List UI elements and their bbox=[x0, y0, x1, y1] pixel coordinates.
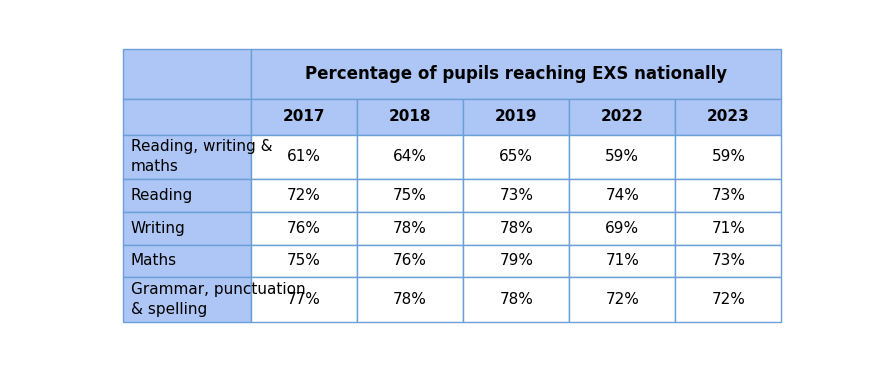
Text: 75%: 75% bbox=[288, 254, 321, 268]
Bar bbox=[357, 212, 463, 244]
Text: 2017: 2017 bbox=[283, 109, 325, 124]
Bar bbox=[251, 179, 357, 212]
Text: 71%: 71% bbox=[605, 254, 639, 268]
Bar bbox=[569, 99, 676, 135]
Bar bbox=[123, 244, 251, 277]
Text: 72%: 72% bbox=[288, 188, 321, 203]
Bar bbox=[251, 212, 357, 244]
Bar bbox=[463, 212, 569, 244]
Bar bbox=[676, 99, 781, 135]
Bar bbox=[676, 135, 781, 179]
Bar bbox=[123, 135, 251, 179]
Bar bbox=[123, 49, 251, 99]
Bar bbox=[569, 212, 676, 244]
Text: 78%: 78% bbox=[393, 292, 427, 307]
Text: 78%: 78% bbox=[499, 221, 534, 236]
Bar bbox=[676, 212, 781, 244]
Bar bbox=[676, 179, 781, 212]
Text: 69%: 69% bbox=[605, 221, 639, 236]
Text: 76%: 76% bbox=[288, 221, 321, 236]
Bar bbox=[463, 244, 569, 277]
Bar bbox=[463, 99, 569, 135]
Bar bbox=[251, 244, 357, 277]
Text: 73%: 73% bbox=[712, 254, 745, 268]
Bar bbox=[569, 277, 676, 321]
Bar bbox=[463, 135, 569, 179]
Text: Percentage of pupils reaching EXS nationally: Percentage of pupils reaching EXS nation… bbox=[305, 65, 728, 83]
Text: 59%: 59% bbox=[712, 149, 745, 164]
Text: 78%: 78% bbox=[393, 221, 427, 236]
Bar bbox=[357, 99, 463, 135]
Bar bbox=[463, 277, 569, 321]
Text: 2023: 2023 bbox=[707, 109, 750, 124]
Text: 64%: 64% bbox=[393, 149, 427, 164]
Text: 2018: 2018 bbox=[389, 109, 431, 124]
Text: 73%: 73% bbox=[499, 188, 534, 203]
Bar bbox=[569, 135, 676, 179]
Bar bbox=[676, 277, 781, 321]
Text: Maths: Maths bbox=[131, 254, 177, 268]
Text: 2022: 2022 bbox=[601, 109, 644, 124]
Text: Grammar, punctuation
& spelling: Grammar, punctuation & spelling bbox=[131, 282, 305, 317]
Text: 72%: 72% bbox=[605, 292, 639, 307]
Bar bbox=[357, 135, 463, 179]
Text: 59%: 59% bbox=[605, 149, 639, 164]
Bar bbox=[676, 244, 781, 277]
Text: 61%: 61% bbox=[288, 149, 321, 164]
Text: 77%: 77% bbox=[288, 292, 321, 307]
Bar bbox=[123, 179, 251, 212]
Text: 79%: 79% bbox=[499, 254, 534, 268]
Bar bbox=[357, 179, 463, 212]
Text: 76%: 76% bbox=[393, 254, 427, 268]
Text: 73%: 73% bbox=[712, 188, 745, 203]
Text: 74%: 74% bbox=[605, 188, 639, 203]
Bar bbox=[251, 49, 781, 99]
Text: Reading, writing &
maths: Reading, writing & maths bbox=[131, 139, 273, 174]
Bar bbox=[251, 135, 357, 179]
Bar bbox=[123, 212, 251, 244]
Text: 71%: 71% bbox=[712, 221, 745, 236]
Text: Reading: Reading bbox=[131, 188, 193, 203]
Text: 78%: 78% bbox=[499, 292, 534, 307]
Bar bbox=[357, 244, 463, 277]
Bar bbox=[123, 99, 251, 135]
Text: Writing: Writing bbox=[131, 221, 185, 236]
Text: 2019: 2019 bbox=[495, 109, 537, 124]
Bar bbox=[123, 277, 251, 321]
Text: 65%: 65% bbox=[499, 149, 534, 164]
Bar bbox=[463, 179, 569, 212]
Bar bbox=[569, 179, 676, 212]
Text: 75%: 75% bbox=[393, 188, 427, 203]
Bar bbox=[251, 277, 357, 321]
Bar bbox=[569, 244, 676, 277]
Bar bbox=[357, 277, 463, 321]
Bar bbox=[251, 99, 357, 135]
Text: 72%: 72% bbox=[712, 292, 745, 307]
